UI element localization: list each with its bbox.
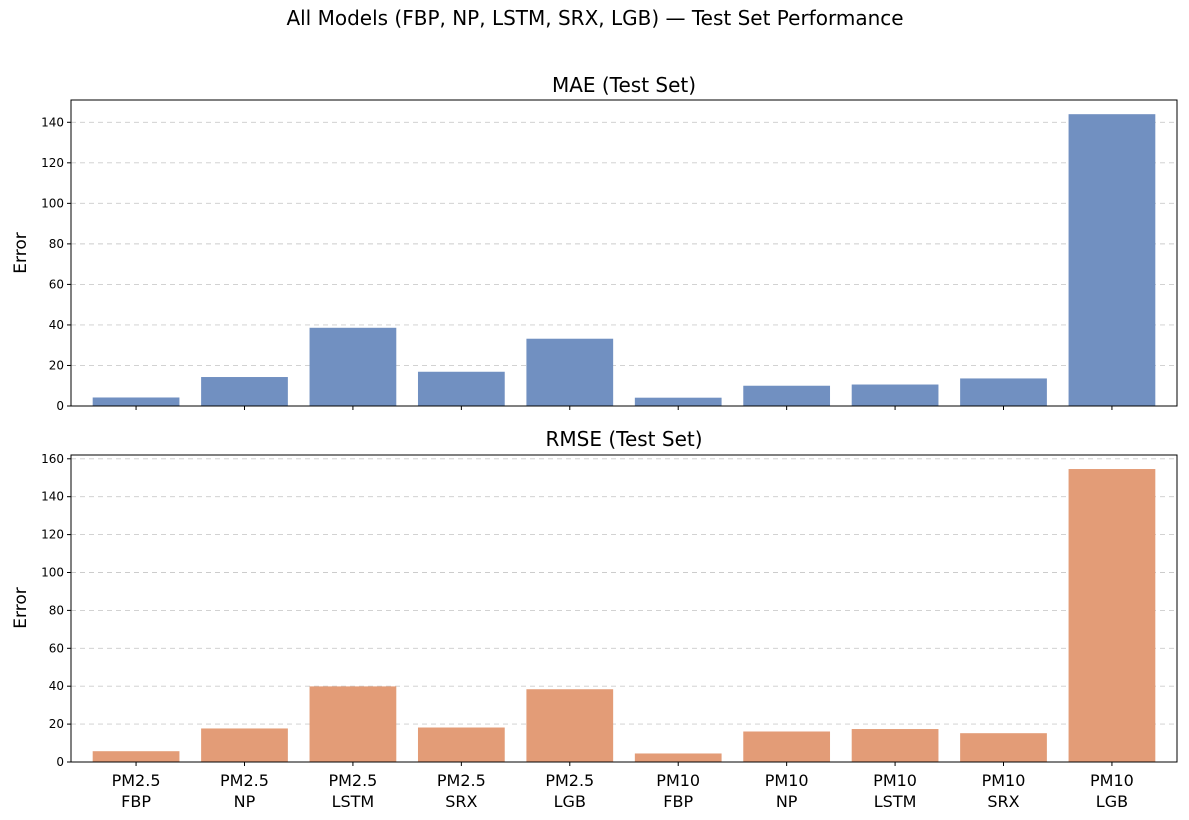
rmse-chart: 0 20 40 60 80 100 120 140 160 PM2.5 FBP PM2.5 NP PM2.… [11, 427, 1178, 811]
bar [417, 371, 505, 406]
y-tick-label: 120 [41, 156, 64, 170]
bar [851, 384, 939, 406]
bar [960, 378, 1047, 406]
bar [309, 327, 397, 406]
y-tick-label: 0 [56, 755, 64, 769]
y-tick-label: 60 [49, 641, 64, 655]
y-tick-label: 140 [41, 115, 64, 129]
y-tick-label: 0 [56, 399, 64, 413]
mae-chart: 0 20 40 60 80 100 120 140 MAE (Test Set) Error [11, 73, 1178, 413]
bar [526, 338, 614, 406]
x-tick-label: PM2.5 SRX [437, 771, 486, 811]
y-tick-label: 20 [49, 717, 64, 731]
y-tick-label: 80 [49, 237, 64, 251]
plot-frame [70, 454, 1178, 763]
bar [743, 731, 831, 762]
x-tick-label: PM2.5 NP [220, 771, 269, 811]
figure-title: All Models (FBP, NP, LSTM, SRX, LGB) — T… [286, 6, 903, 30]
bar [201, 728, 288, 762]
x-tick-label: PM10 LSTM [873, 771, 917, 811]
y-tick-label: 160 [41, 452, 64, 466]
x-tick-label: PM2.5 LSTM [328, 771, 377, 811]
x-tick-label: PM10 SRX [982, 771, 1026, 811]
y-tick-label: 100 [41, 565, 64, 579]
chart-title: MAE (Test Set) [552, 73, 696, 97]
x-tick-label: PM10 FBP [656, 771, 700, 811]
bar [851, 729, 939, 762]
x-tick-label: PM2.5 LGB [545, 771, 594, 811]
x-tick-label: PM10 LGB [1090, 771, 1134, 811]
bar [526, 689, 614, 762]
y-tick-label: 120 [41, 528, 64, 542]
bar [201, 377, 288, 406]
y-tick-label: 80 [49, 603, 64, 617]
plot-frame [70, 99, 1178, 407]
chart-title: RMSE (Test Set) [545, 427, 702, 451]
y-axis-label: Error [11, 587, 31, 628]
bar [1068, 114, 1156, 407]
x-tick-label: PM10 NP [765, 771, 809, 811]
y-tick-label: 100 [41, 196, 64, 210]
bar [634, 397, 722, 406]
bar [309, 686, 397, 762]
y-tick-label: 20 [49, 358, 64, 372]
bar [92, 751, 180, 762]
y-tick-label: 140 [41, 490, 64, 504]
y-tick-label: 40 [49, 679, 64, 693]
y-tick-label: 60 [49, 277, 64, 291]
bar [417, 727, 505, 762]
y-axis-label: Error [11, 232, 31, 273]
x-tick-label: PM2.5 FBP [112, 771, 161, 811]
bar [960, 733, 1047, 762]
y-tick-label: 40 [49, 318, 64, 332]
bar [1068, 469, 1156, 762]
bar [92, 397, 180, 406]
bar [743, 385, 831, 406]
bar [634, 753, 722, 762]
